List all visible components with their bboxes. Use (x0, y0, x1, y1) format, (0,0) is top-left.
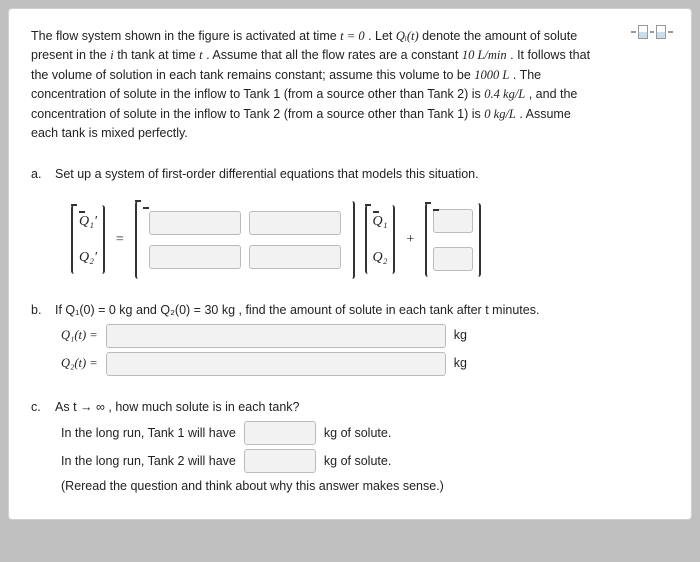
math-Qit: Qᵢ(t) (396, 29, 419, 43)
matrix-a12-input[interactable] (249, 211, 341, 235)
Q1t-input[interactable] (106, 324, 446, 348)
tank1-longrun-pre: In the long run, Tank 1 will have (61, 424, 236, 443)
tank2-longrun-pre: In the long run, Tank 2 will have (61, 452, 236, 471)
part-b-prompt: If Q₁(0) = 0 kg and Q₂(0) = 30 kg , find… (55, 301, 539, 320)
forcing-2-input[interactable] (433, 247, 473, 271)
math-flowrate: 10 L/min (462, 48, 507, 62)
text: . Let (368, 29, 396, 43)
state-vector: Q₁ Q₂ (365, 205, 396, 274)
part-b: b. If Q₁(0) = 0 kg and Q₂(0) = 30 kg , f… (31, 301, 669, 376)
unit-kg: kg (454, 354, 467, 373)
math-ic2: Q₂(0) = 30 kg (160, 303, 235, 317)
part-a-prompt: Set up a system of first-order different… (55, 165, 479, 184)
part-a-letter: a. (31, 165, 47, 184)
text: . Assume that all the flow rates are a c… (206, 48, 462, 62)
part-b-letter: b. (31, 301, 47, 320)
Q2: Q₂ (373, 247, 388, 269)
math-t: t (485, 303, 488, 317)
math-i: i (110, 48, 113, 62)
text: The flow system shown in the figure is a… (31, 29, 340, 43)
tank1-longrun-post: kg of solute. (324, 424, 391, 443)
tank-diagram-icon (631, 23, 673, 41)
text: If (55, 303, 65, 317)
text: As (55, 400, 73, 414)
math-conc2: 0 kg/L (484, 107, 516, 121)
Q2t-label: Q₂(t) = (61, 354, 98, 373)
part-a-equation: Q₁′ Q₂′ = Q₁ Q₂ + (71, 201, 669, 279)
matrix-a22-input[interactable] (249, 245, 341, 269)
equals-sign: = (115, 229, 124, 251)
math-t: t (199, 48, 202, 62)
Q1-prime: Q₁′ (79, 211, 97, 233)
Q1: Q₁ (373, 211, 388, 233)
math-ic1: Q₁(0) = 0 kg (65, 303, 132, 317)
Q2t-input[interactable] (106, 352, 446, 376)
plus-sign: + (405, 229, 414, 251)
tank1-longrun-input[interactable] (244, 421, 316, 445)
math-t0: t = 0 (340, 29, 364, 43)
math-limit: t → ∞ (73, 400, 105, 414)
lhs-vector: Q₁′ Q₂′ (71, 205, 105, 274)
part-c-prompt: As t → ∞ , how much solute is in each ta… (55, 398, 299, 417)
matrix-A (135, 201, 355, 279)
math-volume: 1000 L (474, 68, 509, 82)
math-conc1: 0.4 kg/L (484, 87, 525, 101)
text: and (136, 303, 160, 317)
problem-card: The flow system shown in the figure is a… (8, 8, 692, 520)
forcing-vector (425, 203, 481, 277)
part-c: c. As t → ∞ , how much solute is in each… (31, 398, 669, 497)
matrix-a11-input[interactable] (149, 211, 241, 235)
part-c-note: (Reread the question and think about why… (61, 477, 444, 496)
matrix-a21-input[interactable] (149, 245, 241, 269)
Q1t-label: Q₁(t) = (61, 326, 98, 345)
unit-kg: kg (454, 326, 467, 345)
text: , find the amount of solute in each tank… (239, 303, 486, 317)
part-c-letter: c. (31, 398, 47, 417)
part-a: a. Set up a system of first-order differ… (31, 165, 669, 278)
problem-statement: The flow system shown in the figure is a… (31, 27, 591, 143)
tank2-longrun-post: kg of solute. (324, 452, 391, 471)
forcing-1-input[interactable] (433, 209, 473, 233)
text: minutes. (492, 303, 539, 317)
tank2-longrun-input[interactable] (244, 449, 316, 473)
text: th tank at time (117, 48, 199, 62)
Q2-prime: Q₂′ (79, 247, 97, 269)
text: , how much solute is in each tank? (108, 400, 299, 414)
